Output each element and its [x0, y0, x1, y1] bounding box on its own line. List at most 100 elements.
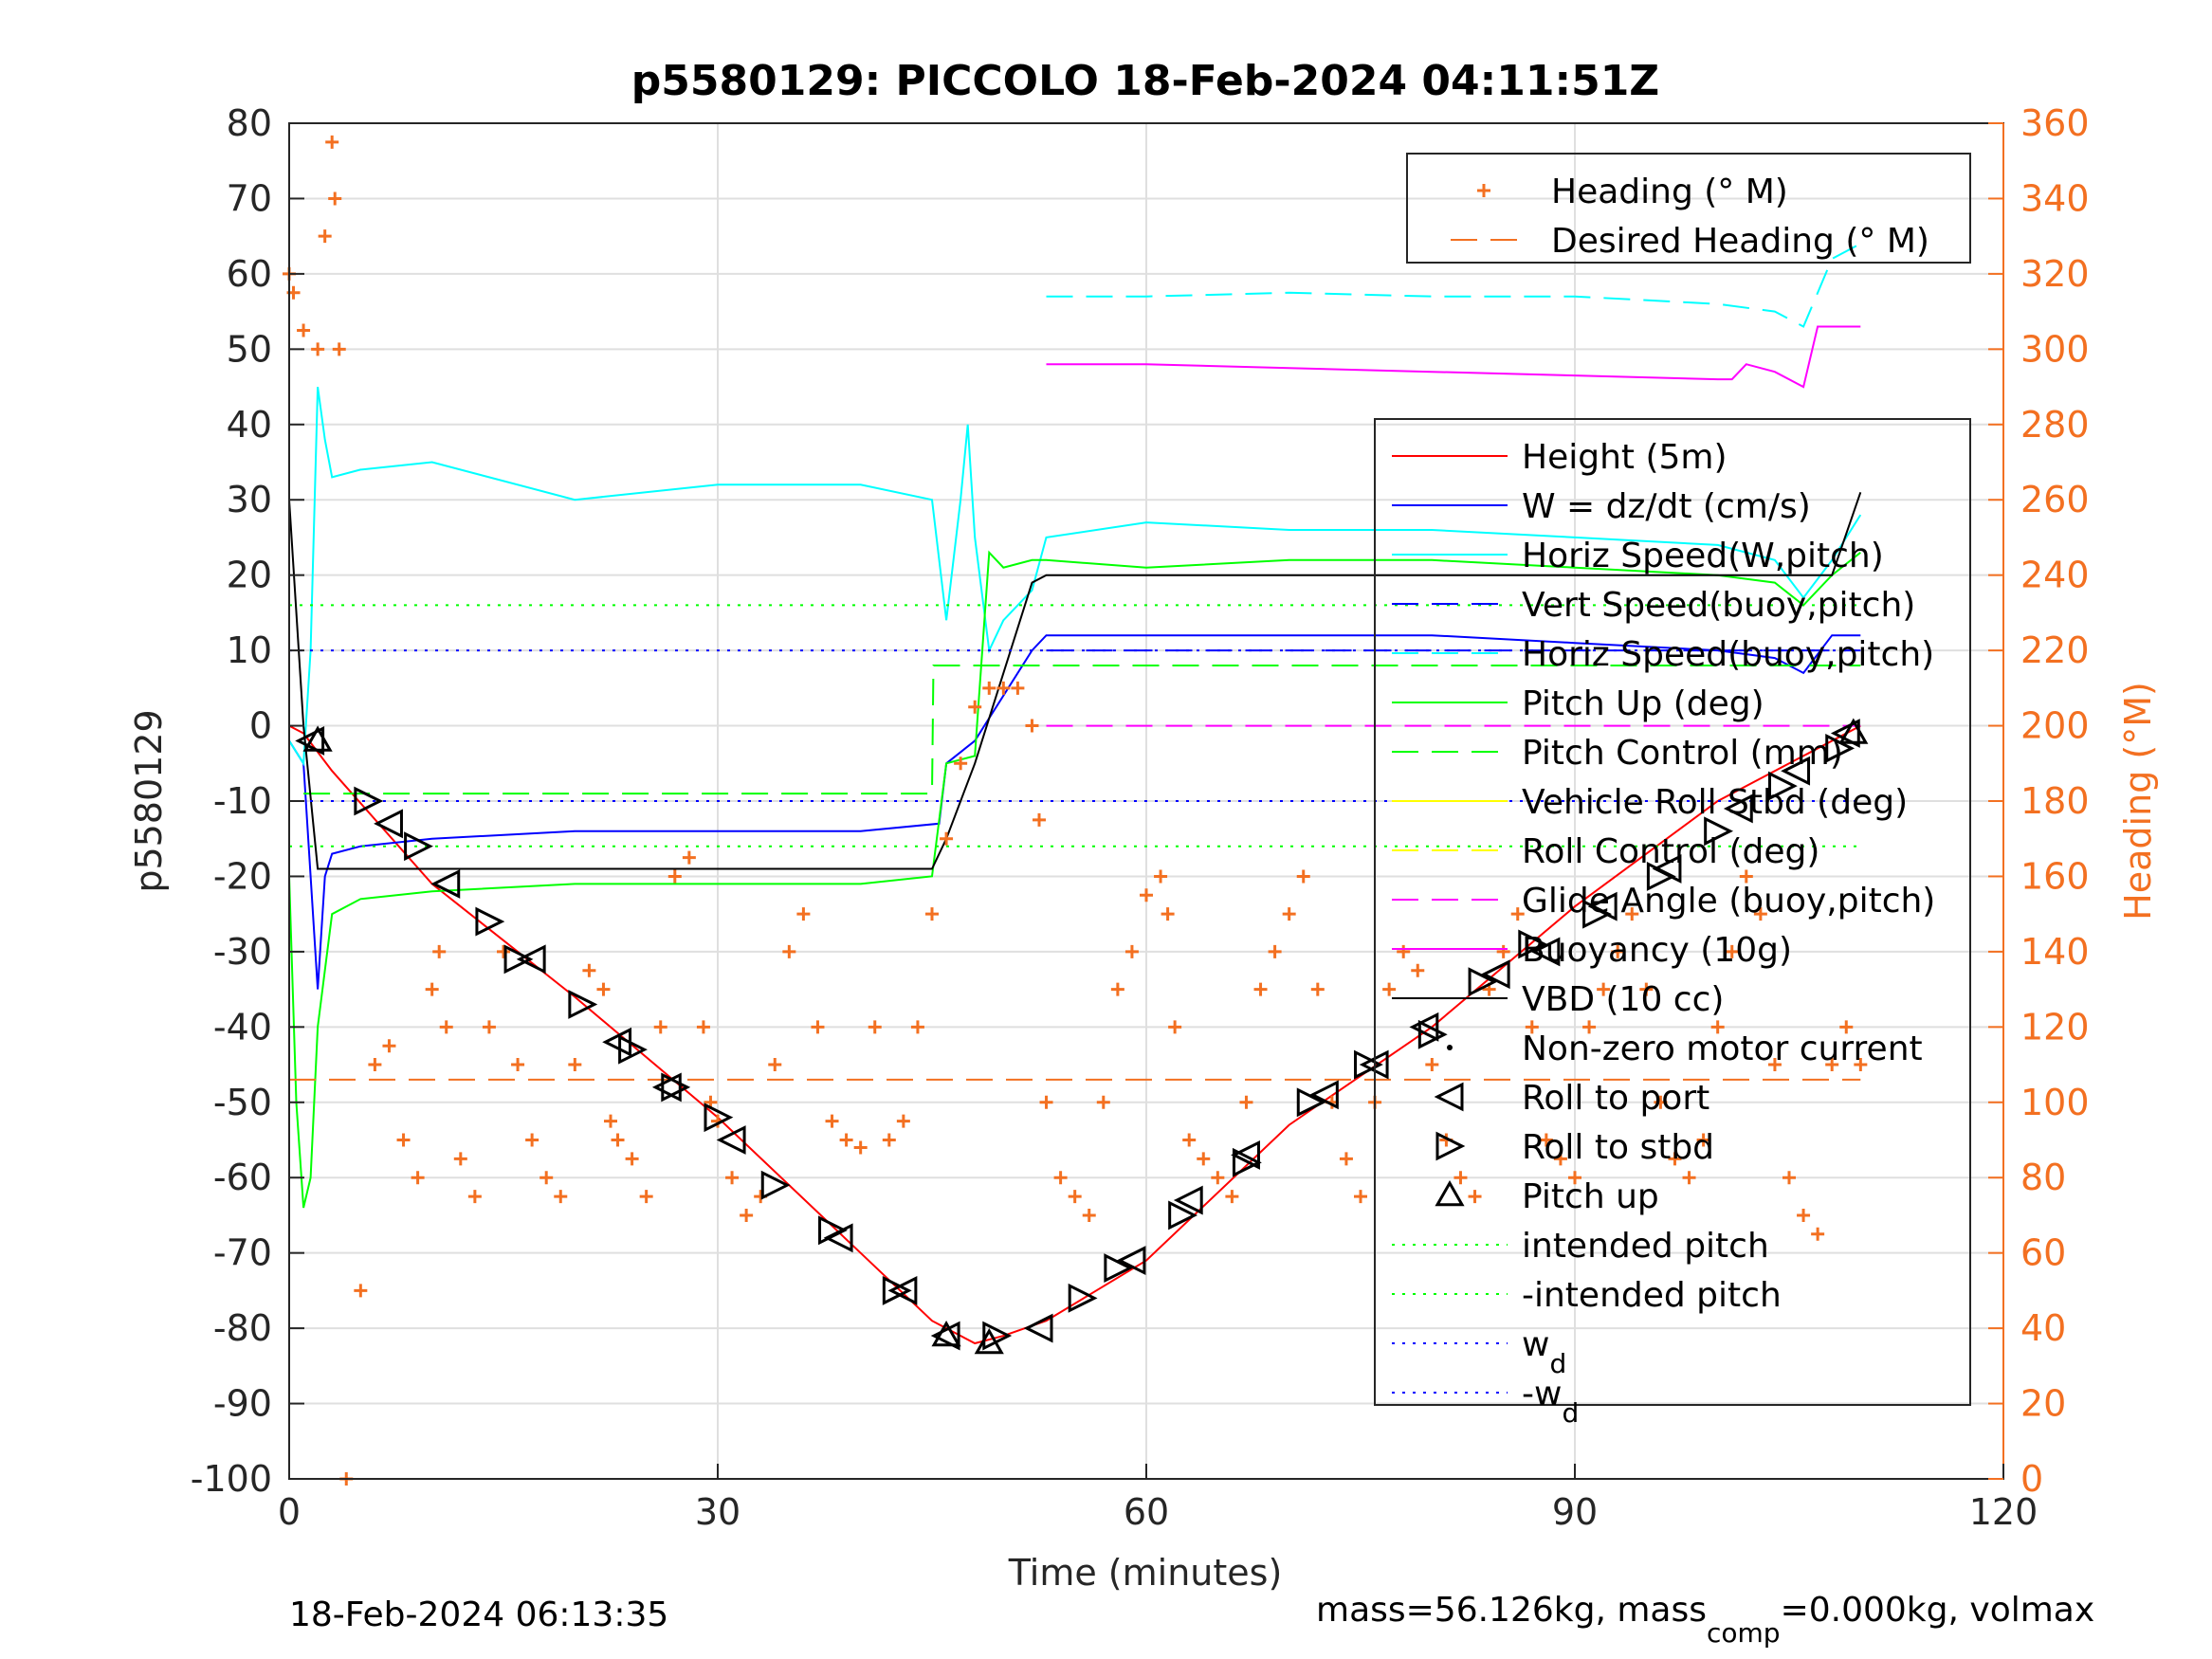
heading-point — [1140, 888, 1153, 902]
roll-to-stbd-marker — [618, 1034, 648, 1065]
chart-title: p5580129: PICCOLO 18-Feb-2024 04:11:51Z — [631, 57, 1659, 105]
roll-to-stbd-marker — [818, 1215, 848, 1246]
series-line — [288, 386, 1862, 767]
heading-point — [868, 1020, 882, 1034]
heading-point — [782, 944, 796, 958]
legend-top: Heading (° M) Desired Heading (° M) — [1406, 153, 1971, 264]
series-vbd-10-cc — [288, 491, 1862, 870]
series-pitch-control-mm — [303, 665, 1861, 795]
marker-layer — [295, 718, 1869, 1355]
heading-point — [354, 1284, 368, 1298]
y2-axis-ticks: 0 20 40 60 80 100 120 140 160 180 200 220 240 260 280 3… — [1988, 102, 2090, 1500]
roll-to-port-marker — [1023, 1313, 1053, 1343]
heading-point — [811, 1020, 825, 1034]
legend-entry-glide-angle-buoy-pitch: Glide Angle (buoy,pitch) — [1392, 882, 1935, 921]
y-tick-label: -100 — [191, 1458, 272, 1500]
heading-point — [368, 1058, 382, 1072]
pitch-up-marker — [1838, 718, 1869, 744]
legend-label: wd — [1522, 1325, 1566, 1379]
heading-point — [328, 191, 342, 206]
markers-roll-to-stbd — [354, 733, 1856, 1351]
legend-label: W = dz/dt (cm/s) — [1522, 487, 1811, 526]
series-heading-m — [283, 135, 1868, 1486]
legend-label: -intended pitch — [1522, 1276, 1782, 1315]
legend-label-text: w — [1522, 1325, 1549, 1364]
heading-point — [667, 869, 682, 884]
heading-point — [467, 1190, 482, 1204]
legend-label: Pitch Up (deg) — [1522, 684, 1764, 723]
legend-box — [1406, 153, 1971, 264]
y-tick-label: -10 — [213, 780, 272, 822]
series-buoyancy-10g — [1046, 325, 1861, 389]
y-tick-label: 70 — [227, 177, 272, 219]
heading-point — [1411, 963, 1425, 977]
y2-tick-label: 340 — [2020, 177, 2090, 219]
pitch-up-marker — [974, 1327, 1004, 1355]
heading-point — [1753, 907, 1767, 921]
heading-point — [996, 681, 1011, 695]
roll-to-port-marker — [295, 726, 325, 756]
roll-to-port-marker — [930, 1321, 960, 1351]
heading-point — [639, 1190, 653, 1204]
y-tick-label: -60 — [213, 1157, 272, 1198]
heading-point — [825, 1114, 839, 1128]
legend-label: intended pitch — [1522, 1227, 1769, 1266]
heading-point — [325, 135, 339, 149]
y2-tick-label: 0 — [2020, 1458, 2043, 1500]
heading-point — [1033, 812, 1046, 827]
legend-entry-non-zero-motor-current: Non-zero motor current — [1447, 1030, 1923, 1068]
heading-point — [1825, 1058, 1839, 1072]
heading-point — [796, 907, 811, 921]
heading-point — [511, 1058, 525, 1072]
y-tick-label: -20 — [213, 855, 272, 897]
roll-to-port-marker — [1173, 1185, 1203, 1215]
legend-label-text: Glide Angle (buoy,pitch) — [1522, 882, 1935, 921]
y-tick-label: 40 — [227, 404, 272, 446]
heading-point — [425, 982, 439, 996]
markers-pitch-up — [302, 718, 1869, 1355]
heading-point — [768, 1058, 782, 1072]
heading-point — [1425, 1058, 1439, 1072]
y2-tick-label: 240 — [2020, 555, 2090, 596]
legend-entry-wd: -wd — [1392, 1375, 1579, 1429]
roll-to-stbd-marker — [1767, 771, 1798, 801]
heading-point — [1725, 944, 1739, 958]
x-tick-label: 90 — [1552, 1491, 1598, 1533]
y2-tick-label: 100 — [2020, 1082, 2090, 1123]
roll-to-stbd-marker — [1646, 862, 1676, 891]
roll-to-port-marker — [1308, 1080, 1339, 1110]
y-axis-label: p5580129 — [128, 709, 170, 892]
roll-to-port-marker — [651, 1072, 682, 1103]
heading-point — [1539, 1133, 1553, 1147]
series-line — [288, 491, 1862, 870]
y2-tick-label: 320 — [2020, 253, 2090, 295]
heading-point — [882, 1133, 896, 1147]
y2-axis-label: Heading (°M) — [2117, 682, 2159, 921]
y2-tick-label: 200 — [2020, 705, 2090, 747]
y-tick-label: 0 — [249, 705, 272, 747]
heading-point — [1339, 1152, 1353, 1166]
heading-point — [611, 1133, 625, 1147]
heading-point — [839, 1133, 853, 1147]
y2-tick-label: 20 — [2020, 1383, 2066, 1425]
heading-point — [1568, 1171, 1581, 1185]
heading-point — [968, 700, 982, 714]
heading-point — [1082, 1208, 1096, 1222]
heading-point — [1025, 719, 1039, 733]
x-tick-label: 60 — [1124, 1491, 1169, 1533]
legend-label: Pitch up — [1522, 1177, 1659, 1216]
legend-label-text: Roll to stbd — [1522, 1128, 1714, 1167]
footer-mass-main: mass=56.126kg, mass — [1316, 1591, 1707, 1630]
heading-point — [1782, 1171, 1796, 1185]
y-tick-label: -30 — [213, 931, 272, 973]
heading-point — [1453, 1171, 1468, 1185]
legend-label-text: -intended pitch — [1522, 1276, 1782, 1315]
legend-label-text: VBD (10 cc) — [1522, 980, 1724, 1019]
legend-label-text: Vehicle Roll Stbd (deg) — [1522, 783, 1908, 822]
legend-label-text: Horiz Speed(W,pitch) — [1522, 537, 1884, 575]
y-axis-ticks: -100-90-80-70-60-50-40-30-20-10010203040… — [191, 102, 304, 1500]
legend-entry-roll-control-deg: Roll Control (deg) — [1392, 832, 1819, 871]
y-tick-label: -90 — [213, 1383, 272, 1425]
heading-point — [332, 342, 346, 356]
legend-label-text: Pitch Up (deg) — [1522, 684, 1764, 723]
